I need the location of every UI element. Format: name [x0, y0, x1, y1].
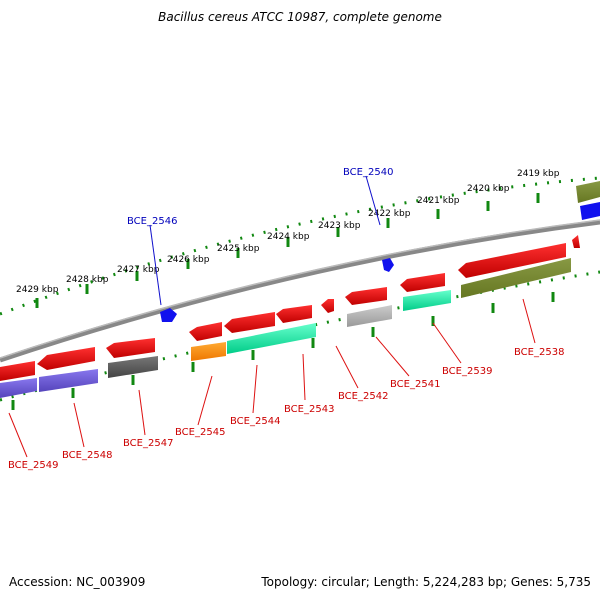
- gene-label: BCE_2542: [338, 391, 388, 402]
- gene-bce-2544-arrow: [224, 312, 275, 333]
- gene-label: BCE_2549: [8, 460, 58, 471]
- scale-label: 2429 kbp: [16, 285, 59, 295]
- gene-labels-red: BCE_2549 BCE_2548 BCE_2547 BCE_2545 BCE_…: [8, 347, 564, 471]
- gene-bce-2542-arrow: [321, 299, 334, 313]
- gene-bce-2540-marker: [382, 258, 394, 272]
- gene-label: BCE_2543: [284, 404, 334, 415]
- gene-label: BCE_2548: [62, 450, 112, 461]
- topology-text: Topology: circular; Length: 5,224,283 bp…: [261, 575, 591, 589]
- dark-gray-feature: [108, 356, 158, 378]
- gene-label: BCE_2541: [390, 379, 440, 390]
- gene-labels-blue: BCE_2546 BCE_2540: [127, 167, 393, 227]
- olive-feature-outer: [576, 181, 600, 203]
- scale-label: 2419 kbp: [517, 169, 560, 179]
- purple-feature: [39, 369, 98, 392]
- scale-label: 2427 kbp: [117, 265, 160, 275]
- scale-label: 2421 kbp: [417, 196, 460, 206]
- scale-label: 2424 kbp: [267, 232, 310, 242]
- gene-label: BCE_2546: [127, 216, 177, 227]
- gene-label: BCE_2538: [514, 347, 564, 358]
- gene-bce-2548-arrow: [37, 347, 95, 370]
- gene-bce-2539-arrow: [400, 273, 445, 292]
- genome-map: Bacillus cereus ATCC 10987, complete gen…: [0, 0, 600, 600]
- gene-bce-2549-arrow: [0, 361, 35, 381]
- gene-bce-2541-arrow: [345, 287, 387, 305]
- gene-label: BCE_2539: [442, 366, 492, 377]
- scale-label: 2428 kbp: [66, 275, 109, 285]
- scale-label: 2426 kbp: [167, 255, 210, 265]
- gene-label: BCE_2545: [175, 427, 225, 438]
- gene-label: BCE_2540: [343, 167, 393, 178]
- orange-feature: [191, 342, 226, 361]
- light-gray-feature: [347, 305, 392, 327]
- gene-bce-2547-arrow: [106, 338, 155, 358]
- green-feature-small: [403, 290, 451, 311]
- blue-feature-outer: [580, 202, 600, 220]
- scale-label: 2425 kbp: [217, 244, 260, 254]
- gene-label: BCE_2547: [123, 438, 173, 449]
- gene-small-right-arrow: [572, 235, 580, 248]
- scale-label: 2422 kbp: [368, 209, 411, 219]
- scale-label: 2423 kbp: [318, 221, 361, 231]
- scale-label: 2420 kbp: [467, 184, 510, 194]
- genome-map-canvas: 2429 kbp 2428 kbp 2427 kbp 2426 kbp 2425…: [0, 0, 600, 600]
- gene-label: BCE_2544: [230, 416, 280, 427]
- outer-scale-ring: [0, 178, 600, 314]
- purple-feature-left: [0, 378, 37, 398]
- gene-bce-2545-arrow: [189, 322, 222, 341]
- gene-bce-2543-arrow: [276, 305, 312, 323]
- accession-text: Accession: NC_003909: [9, 575, 145, 589]
